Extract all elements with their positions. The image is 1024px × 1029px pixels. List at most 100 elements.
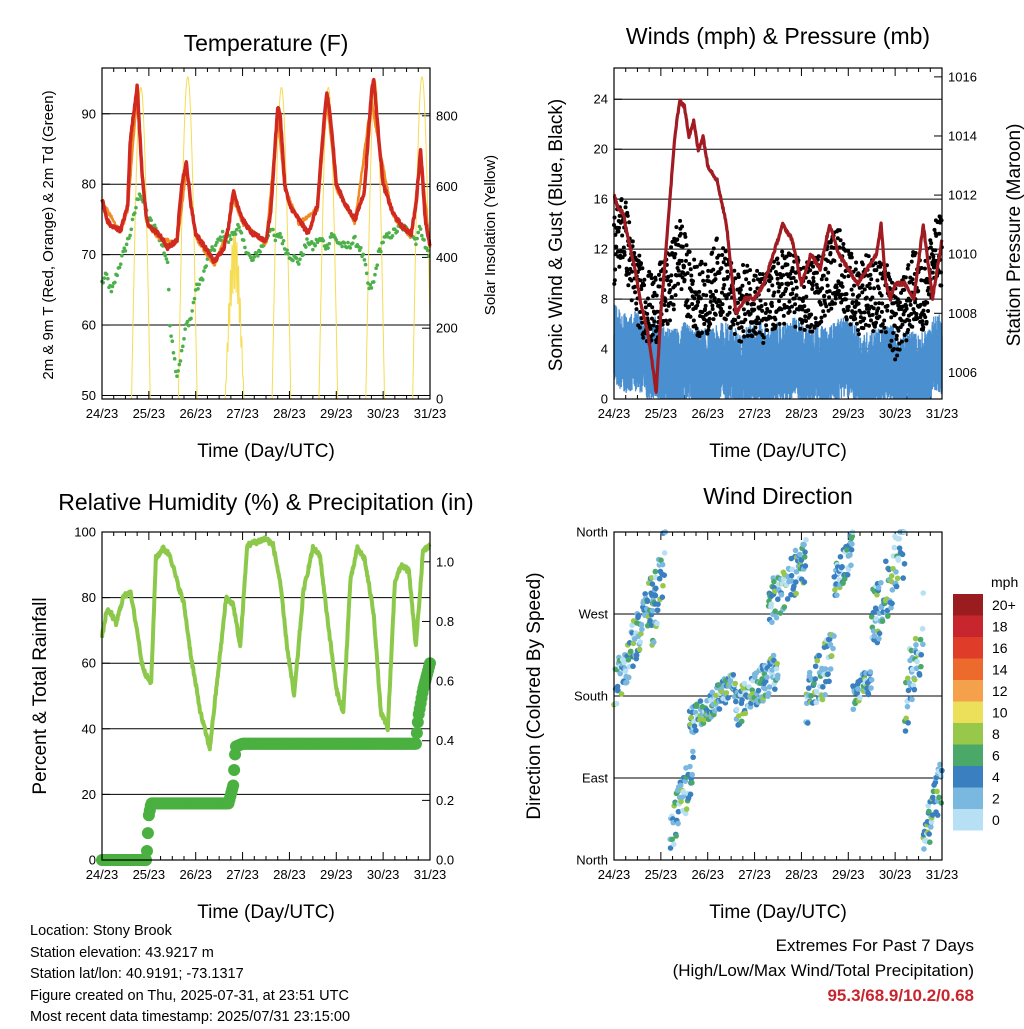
gust-point [895,297,900,302]
gust-point [873,301,878,306]
wind-y2tick-label: 1016 [948,69,977,84]
gust-point [702,322,707,327]
gust-point [700,270,705,275]
direction-point [669,836,675,843]
dewpoint-point [166,287,171,292]
gust-point [622,249,627,254]
gust-point [849,287,854,292]
direction-point [796,551,803,558]
direction-point [709,689,716,696]
dewpoint-point [190,309,194,313]
gust-point [758,298,763,303]
direction-point [864,685,870,692]
gust-point [687,249,692,254]
extremes-values: 95.3/68.9/10.2/0.68 [827,986,974,1005]
gust-point [695,303,700,308]
gust-point [617,225,622,230]
dewpoint-point [129,227,134,232]
gust-point [904,338,909,343]
dewpoint-point [291,258,295,263]
gust-point [879,293,884,298]
rh-y2tick-label: 1.0 [436,554,454,569]
gust-point [705,274,710,279]
dewpoint-point [117,265,122,270]
gust-point [874,320,879,325]
gust-point [781,292,786,297]
gust-point [761,340,766,345]
direction-point [784,596,791,602]
gust-point [814,282,819,287]
gust-point [622,252,627,257]
gust-point [856,332,861,337]
legend-swatch [953,658,983,680]
rh-ytick-label: 100 [74,525,96,540]
direction-point [900,575,907,581]
rh-xtick-label: 24/23 [86,867,119,882]
temp-xtick-label: 30/23 [367,406,400,421]
dewpoint-point [181,344,185,349]
gust-point [889,338,894,343]
legend-label: 4 [992,769,1000,785]
gust-point [752,302,757,307]
temp-y2tick-label: 400 [436,250,458,265]
dewpoint-point [106,276,110,281]
gust-point [632,284,637,289]
direction-point [879,618,886,624]
gust-point [656,272,661,277]
dewpoint-point [374,266,378,271]
gust-point [836,292,841,297]
temp-xtick-label: 24/23 [86,406,119,421]
gust-point [672,255,677,260]
gust-point [815,285,820,290]
gust-point [726,292,731,297]
gust-point [648,323,653,328]
dewpoint-point [130,217,135,222]
gust-point [793,279,798,284]
gust-point [620,233,625,238]
gust-point [714,236,719,241]
direction-point [766,684,773,690]
gust-point [775,256,780,261]
gust-point [703,303,708,308]
gust-point [688,314,693,319]
direction-point [893,569,899,575]
direction-point [826,636,833,643]
gust-point [859,310,864,315]
direction-point [625,674,632,681]
direction-point [716,682,722,688]
direction-point [896,545,903,551]
direction-point [841,576,848,582]
gust-point [750,334,755,339]
direction-point [839,564,845,570]
extremes-title: Extremes For Past 7 Days [775,936,974,955]
legend-label: 20+ [992,597,1016,613]
gust-point [826,308,831,313]
gust-point [882,318,887,323]
gust-point [613,252,618,257]
gust-point [764,323,769,328]
direction-point [762,685,768,692]
gust-point [853,310,858,315]
temp-y2tick-label: 800 [436,108,458,123]
direction-point [735,713,742,719]
gust-point [732,332,737,337]
direction-point [667,845,674,851]
gust-point [744,277,749,282]
gust-point [813,316,818,321]
dewpoint-point [359,245,363,250]
direction-point [764,674,770,681]
dewpoint-point [226,240,231,244]
direction-point [675,808,682,815]
dewpoint-point [185,319,190,324]
gust-point [697,289,702,294]
humidity-panel: Relative Humidity (%) & Precipitation (i… [30,489,474,923]
dewpoint-point [204,264,209,268]
direction-point [732,680,739,687]
humidity-title: Relative Humidity (%) & Precipitation (i… [58,489,473,515]
temperature-title: Temperature (F) [184,30,349,56]
winds-title: Winds (mph) & Pressure (mb) [626,23,930,49]
direction-point [806,669,813,676]
direction-point [793,590,799,597]
temp-frame [101,67,431,400]
direction-point [929,794,936,801]
